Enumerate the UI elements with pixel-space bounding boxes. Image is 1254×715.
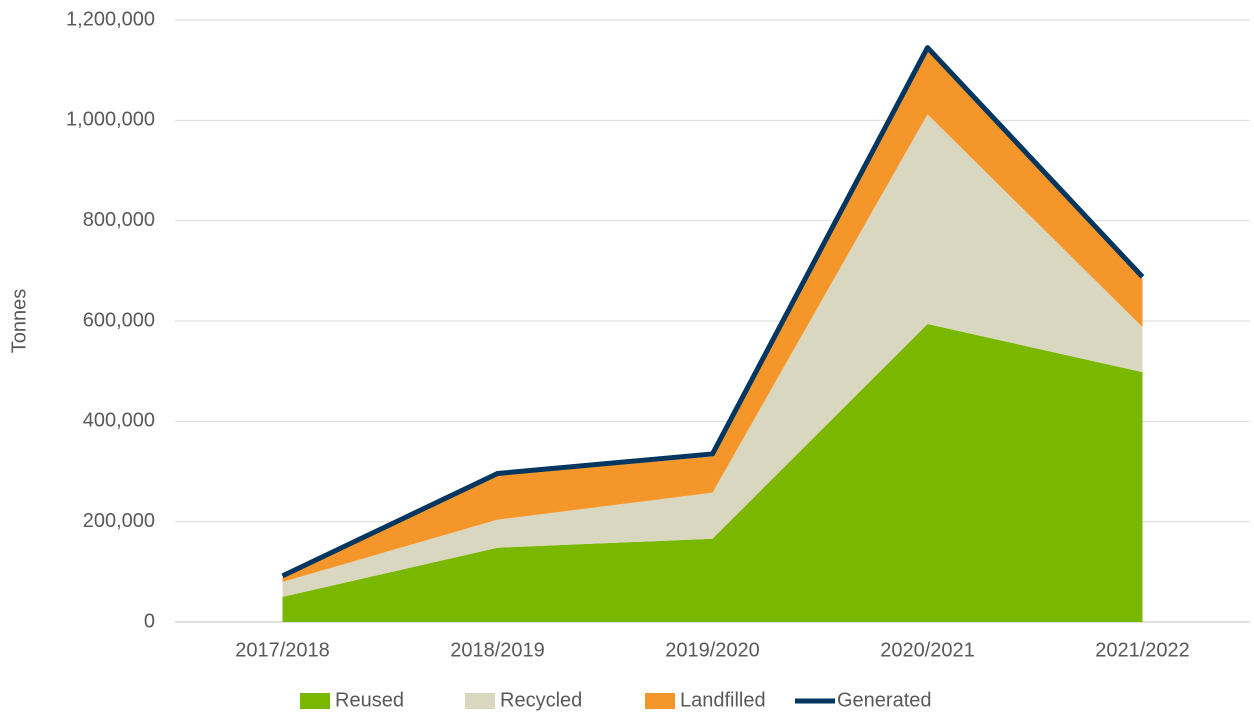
area — [282, 324, 1143, 622]
y-axis-label: Tonnes — [8, 289, 30, 354]
x-tick-label: 2017/2018 — [235, 639, 330, 661]
y-tick-label: 1,200,000 — [66, 8, 155, 30]
x-tick-label: 2018/2019 — [450, 639, 545, 661]
legend-label: Recycled — [500, 689, 582, 711]
y-tick-label: 1,000,000 — [66, 109, 155, 131]
area — [282, 114, 1143, 597]
x-tick-label: 2019/2020 — [665, 639, 760, 661]
y-tick-label: 200,000 — [83, 510, 155, 532]
y-tick-label: 0 — [144, 610, 155, 632]
y-tick-label: 600,000 — [83, 309, 155, 331]
x-tick-label: 2021/2022 — [1095, 639, 1190, 661]
legend-label: Reused — [335, 689, 404, 711]
line — [281, 45, 1145, 579]
legend-swatch — [645, 693, 675, 709]
y-tick-label: 800,000 — [83, 209, 155, 231]
x-tick-label: 2020/2021 — [880, 639, 975, 661]
area — [282, 50, 1143, 582]
legend-swatch — [465, 693, 495, 709]
y-tick-label: 400,000 — [83, 410, 155, 432]
legend-label: Landfilled — [680, 689, 766, 711]
legend-label: Generated — [837, 689, 932, 711]
legend-swatch — [300, 693, 330, 709]
